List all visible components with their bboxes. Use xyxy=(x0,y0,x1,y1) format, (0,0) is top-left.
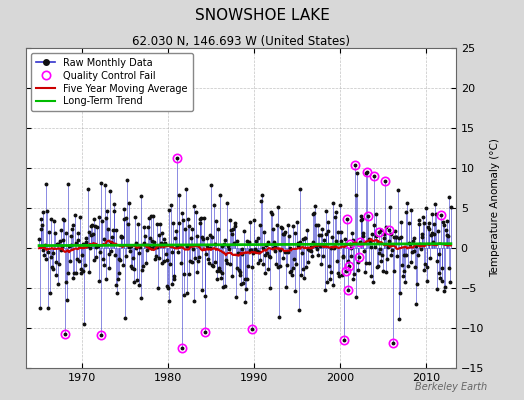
Y-axis label: Temperature Anomaly (°C): Temperature Anomaly (°C) xyxy=(489,138,500,278)
Text: SNOWSHOE LAKE: SNOWSHOE LAKE xyxy=(194,8,330,23)
Legend: Raw Monthly Data, Quality Control Fail, Five Year Moving Average, Long-Term Tren: Raw Monthly Data, Quality Control Fail, … xyxy=(31,53,192,111)
Title: 62.030 N, 146.693 W (United States): 62.030 N, 146.693 W (United States) xyxy=(132,35,350,48)
Text: Berkeley Earth: Berkeley Earth xyxy=(415,382,487,392)
